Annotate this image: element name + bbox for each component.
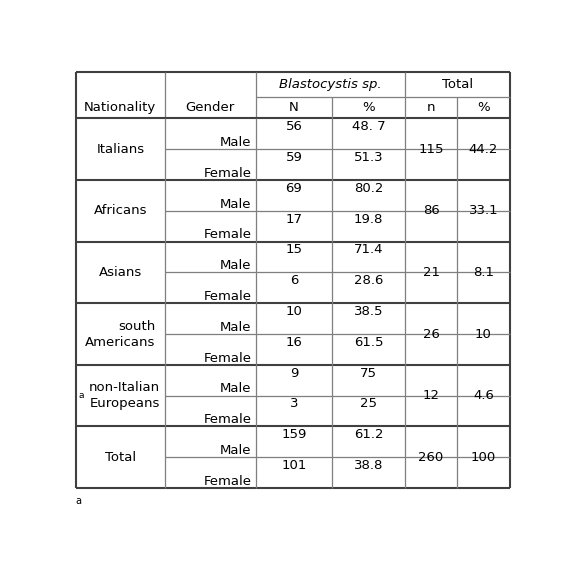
Text: Male: Male — [220, 444, 252, 457]
Text: Nationality: Nationality — [84, 101, 156, 114]
Text: 56: 56 — [285, 120, 302, 133]
Text: 71.4: 71.4 — [354, 243, 384, 256]
Text: 159: 159 — [281, 428, 306, 441]
Text: 15: 15 — [285, 243, 302, 256]
Text: Italians: Italians — [96, 142, 144, 156]
Text: 100: 100 — [471, 451, 496, 464]
Text: Female: Female — [204, 229, 252, 241]
Text: 12: 12 — [423, 389, 440, 402]
Text: 61.2: 61.2 — [354, 428, 384, 441]
Text: 10: 10 — [285, 305, 302, 318]
Text: a: a — [79, 391, 85, 400]
Text: Male: Male — [220, 136, 252, 149]
Text: Africans: Africans — [94, 205, 147, 217]
Text: 33.1: 33.1 — [469, 205, 498, 217]
Text: N: N — [289, 101, 299, 114]
Text: Blastocystis sp.: Blastocystis sp. — [279, 78, 382, 91]
Text: 19.8: 19.8 — [354, 213, 384, 226]
Text: Female: Female — [204, 413, 252, 426]
Text: Male: Male — [220, 198, 252, 210]
Text: 51.3: 51.3 — [354, 151, 384, 164]
Text: n: n — [427, 101, 435, 114]
Text: 16: 16 — [285, 336, 302, 349]
Text: 48. 7: 48. 7 — [352, 120, 385, 133]
Text: %: % — [477, 101, 490, 114]
Text: Female: Female — [204, 290, 252, 303]
Text: 260: 260 — [419, 451, 444, 464]
Text: 10: 10 — [475, 328, 492, 340]
Text: 25: 25 — [360, 397, 377, 410]
Text: 61.5: 61.5 — [354, 336, 384, 349]
Text: 101: 101 — [281, 459, 306, 472]
Text: 44.2: 44.2 — [469, 142, 498, 156]
Text: 26: 26 — [423, 328, 439, 340]
Text: Total: Total — [105, 451, 136, 464]
Text: Female: Female — [204, 475, 252, 488]
Text: 69: 69 — [286, 182, 302, 195]
Text: Male: Male — [220, 382, 252, 396]
Text: 38.5: 38.5 — [354, 305, 384, 318]
Text: south
Americans: south Americans — [85, 320, 155, 348]
Text: non-Italian
Europeans: non-Italian Europeans — [89, 381, 160, 410]
Text: 4.6: 4.6 — [473, 389, 494, 402]
Text: %: % — [362, 101, 375, 114]
Text: 3: 3 — [290, 397, 298, 410]
Text: 9: 9 — [290, 367, 298, 380]
Text: Male: Male — [220, 259, 252, 272]
Text: 17: 17 — [285, 213, 302, 226]
Text: 38.8: 38.8 — [354, 459, 384, 472]
Text: Total: Total — [442, 78, 473, 91]
Text: Gender: Gender — [186, 101, 235, 114]
Text: 75: 75 — [360, 367, 377, 380]
Text: 8.1: 8.1 — [473, 266, 494, 279]
Text: 21: 21 — [423, 266, 440, 279]
Text: 28.6: 28.6 — [354, 274, 384, 287]
Text: Asians: Asians — [99, 266, 142, 279]
Text: 86: 86 — [423, 205, 439, 217]
Text: 115: 115 — [419, 142, 444, 156]
Text: 59: 59 — [285, 151, 302, 164]
Text: Female: Female — [204, 352, 252, 365]
Text: Male: Male — [220, 321, 252, 334]
Text: a: a — [76, 496, 82, 506]
Text: 80.2: 80.2 — [354, 182, 384, 195]
Text: Female: Female — [204, 167, 252, 180]
Text: 6: 6 — [290, 274, 298, 287]
